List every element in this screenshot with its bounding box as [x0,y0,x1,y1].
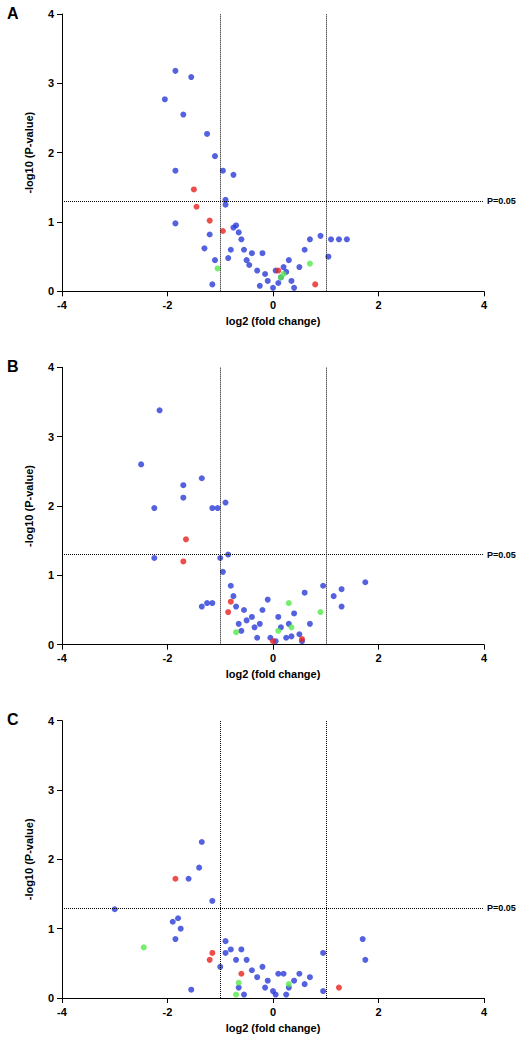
svg-text:0: 0 [48,285,54,297]
svg-text:log2 (fold change): log2 (fold change) [226,1022,321,1034]
svg-text:-2: -2 [163,299,173,311]
svg-text:B: B [7,358,19,375]
svg-text:4: 4 [48,8,55,20]
svg-text:0: 0 [270,299,276,311]
svg-text:4: 4 [481,652,488,664]
svg-text:4: 4 [481,1006,488,1018]
svg-text:-4: -4 [57,652,68,664]
svg-text:2: 2 [48,853,54,865]
svg-text:2: 2 [48,147,54,159]
svg-text:3: 3 [48,431,54,443]
svg-text:-2: -2 [163,1006,173,1018]
svg-text:1: 1 [48,216,54,228]
svg-text:2: 2 [48,500,54,512]
svg-text:0: 0 [270,652,276,664]
svg-text:0: 0 [48,992,54,1004]
svg-text:2: 2 [375,652,381,664]
svg-text:P=0.05: P=0.05 [487,550,516,560]
svg-text:-4: -4 [57,1006,68,1018]
svg-text:2: 2 [375,299,381,311]
svg-text:-log10 (P-value): -log10 (P-value) [23,818,35,900]
svg-text:-log10 (P-value): -log10 (P-value) [23,111,35,193]
svg-text:0: 0 [48,639,54,651]
svg-text:0: 0 [270,1006,276,1018]
svg-text:A: A [7,5,19,22]
svg-text:4: 4 [48,715,55,727]
svg-text:3: 3 [48,784,54,796]
svg-text:-2: -2 [163,652,173,664]
svg-text:2: 2 [375,1006,381,1018]
svg-text:log2 (fold change): log2 (fold change) [226,668,321,680]
svg-text:C: C [7,711,19,728]
svg-text:-log10 (P-value): -log10 (P-value) [23,465,35,547]
svg-text:P=0.05: P=0.05 [487,196,516,206]
svg-text:-4: -4 [57,299,68,311]
svg-text:P=0.05: P=0.05 [487,903,516,913]
svg-text:4: 4 [481,299,488,311]
svg-text:1: 1 [48,569,54,581]
svg-text:1: 1 [48,923,54,935]
svg-text:4: 4 [48,361,55,373]
svg-text:log2 (fold change): log2 (fold change) [226,315,321,327]
svg-text:3: 3 [48,77,54,89]
